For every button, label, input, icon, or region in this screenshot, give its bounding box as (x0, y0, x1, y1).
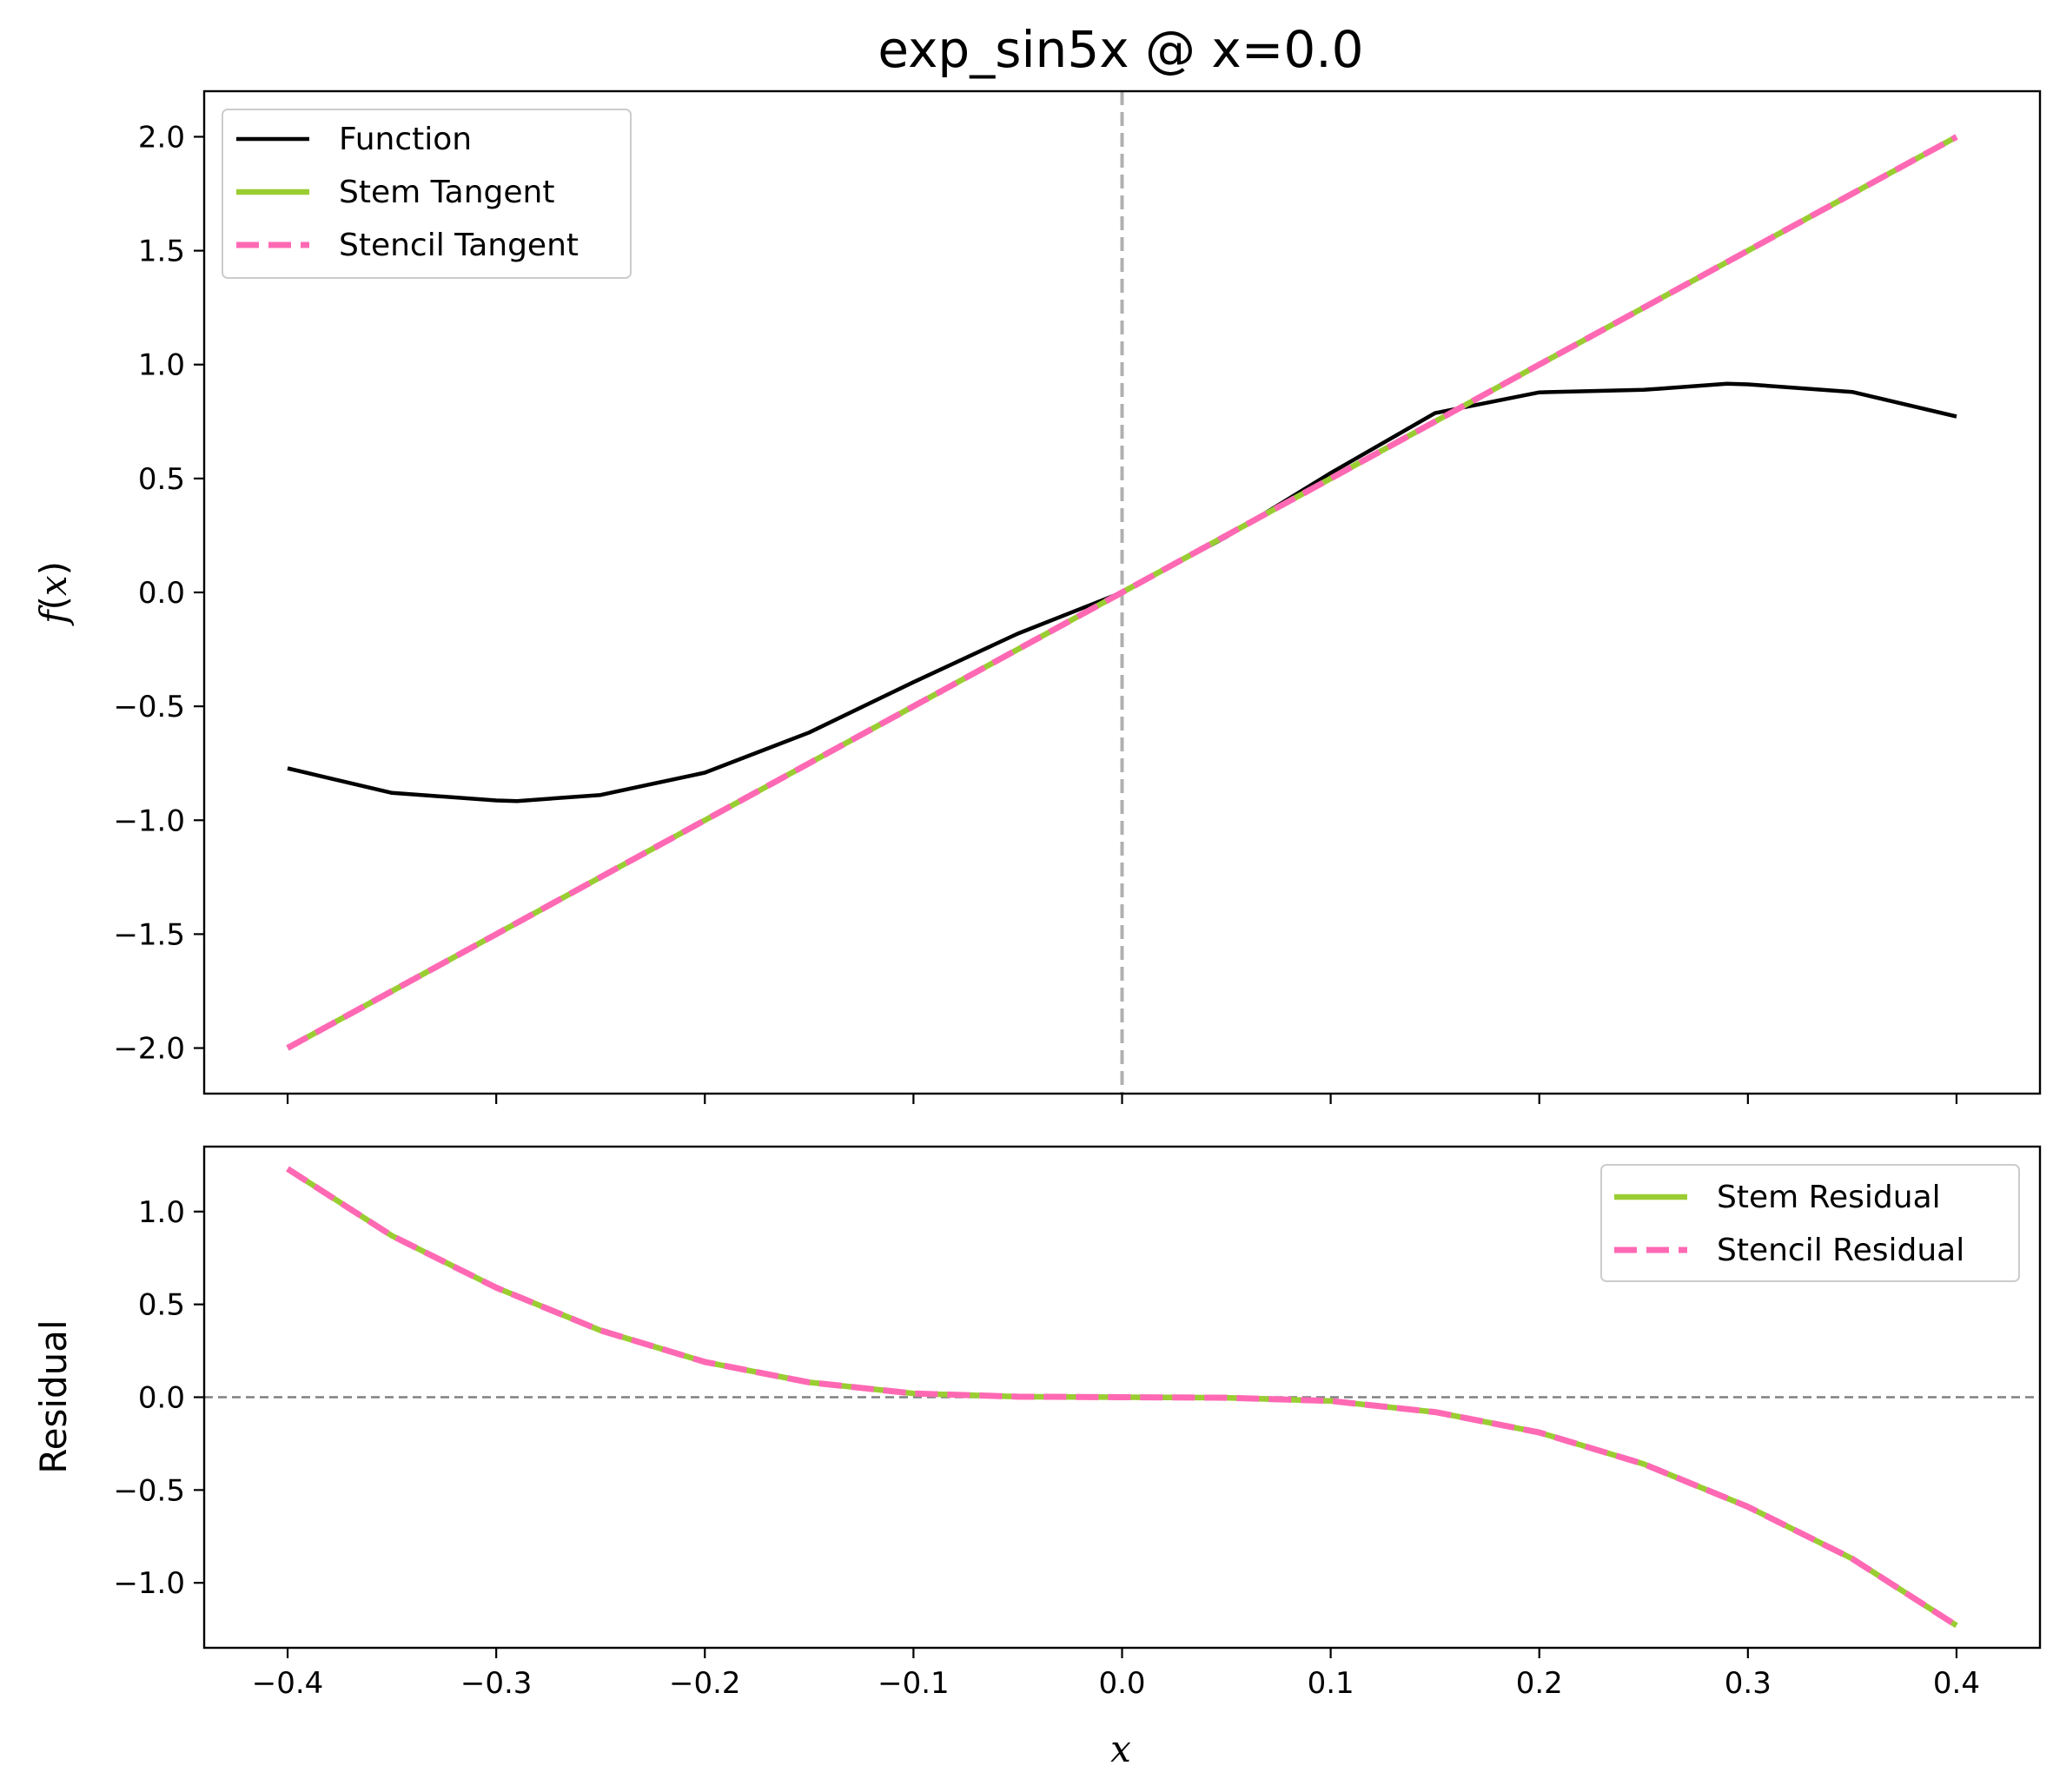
bottom-y-tick-label: 0.5 (138, 1288, 185, 1323)
top-y-tick-label: −0.5 (113, 690, 185, 724)
bottom-x-tick-label: 0.3 (1725, 1666, 1772, 1701)
top-ticks: 2.0 1.5 1.0 0.5 0.0 −0.5 −1.0 −1.5 −2.0 (113, 120, 1958, 1104)
bottom-y-tick-label: 0.0 (138, 1381, 185, 1416)
bottom-x-tick-label: −0.3 (460, 1666, 533, 1701)
legend-label-stem-residual: Stem Residual (1717, 1180, 1941, 1215)
top-axes-frame (202, 89, 2042, 1095)
top-legend-frame (222, 109, 632, 279)
legend-label-stem-tangent: Stem Tangent (339, 175, 554, 210)
legend-label-stencil-residual: Stencil Residual (1717, 1233, 1964, 1268)
top-y-tick-label: 1.5 (138, 235, 185, 269)
bottom-legend-frame (1600, 1164, 2020, 1282)
top-y-tick-label: 0.5 (138, 462, 185, 497)
bottom-x-tick-label: 0.4 (1933, 1666, 1980, 1701)
top-y-tick-label: −1.0 (113, 803, 185, 838)
bottom-x-axis-title: x (1110, 1728, 1131, 1770)
bottom-panel: −0.4 −0.3 −0.2 −0.1 0.0 0.1 0.2 0.3 0.4 1.0 0.5 0.0… (32, 1145, 2042, 1770)
bottom-legend: Stem Residual Stencil Residual (1600, 1164, 2020, 1282)
bottom-series-stencil-residual (286, 1166, 1958, 1629)
figure-title: exp_sin5x @ x=0.0 (877, 20, 1363, 79)
bottom-y-tick-label: −1.0 (113, 1566, 185, 1601)
top-series-stencil-tangent (286, 134, 1958, 1051)
bottom-x-tick-label: −0.1 (877, 1666, 950, 1701)
top-series-lines (286, 91, 1958, 1094)
bottom-x-tick-label: 0.1 (1308, 1666, 1354, 1701)
bottom-y-tick-label: 1.0 (138, 1195, 185, 1230)
top-panel: 2.0 1.5 1.0 0.5 0.0 −0.5 −1.0 −1.5 −2.0 f(x) Fun… (32, 89, 2042, 1104)
top-y-tick-label: 0.0 (138, 576, 185, 611)
bottom-y-axis-title: Residual (32, 1319, 75, 1473)
bottom-x-tick-label: 0.0 (1098, 1666, 1145, 1701)
bottom-y-tick-label: −0.5 (113, 1473, 185, 1508)
legend-label-function: Function (339, 122, 472, 157)
top-y-tick-label: 1.0 (138, 348, 185, 383)
top-y-tick-label: −2.0 (113, 1032, 185, 1067)
top-y-tick-label: 2.0 (138, 120, 185, 155)
top-y-tick-label: −1.5 (113, 917, 185, 952)
top-y-axis-title: f(x) (32, 561, 75, 626)
bottom-axes-frame (202, 1145, 2042, 1650)
bottom-series-lines (204, 1166, 2040, 1629)
bottom-ticks: −0.4 −0.3 −0.2 −0.1 0.0 0.1 0.2 0.3 0.4 1.0 0.5 0.0… (113, 1195, 1980, 1701)
bottom-x-tick-label: 0.2 (1516, 1666, 1563, 1701)
legend-label-stencil-tangent: Stencil Tangent (339, 228, 579, 263)
bottom-x-tick-label: −0.4 (252, 1666, 324, 1701)
top-legend: Function Stem Tangent Stencil Tangent (222, 109, 632, 279)
bottom-x-tick-label: −0.2 (669, 1666, 741, 1701)
